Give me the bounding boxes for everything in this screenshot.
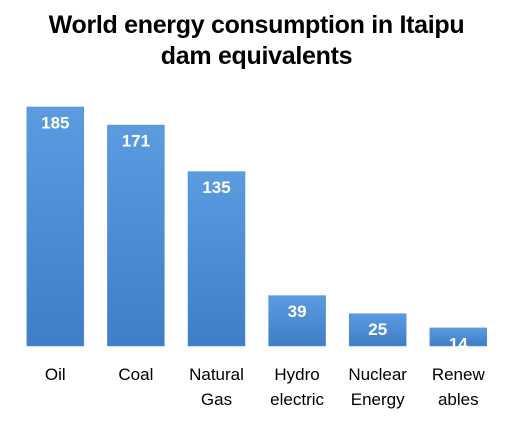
value-label: 25 — [368, 320, 387, 339]
bar — [268, 295, 326, 347]
value-label: 171 — [122, 132, 150, 151]
x-tick-label: Hydro electric — [270, 365, 325, 409]
x-tick-label: Natural Gas — [189, 365, 244, 409]
x-tick-label: Coal — [118, 365, 154, 384]
bar — [26, 106, 85, 347]
x-tick-label: Renew ables — [431, 365, 485, 409]
value-label: 39 — [288, 302, 307, 321]
chart-title: World energy consumption in Itaipu dam e… — [48, 11, 465, 70]
bar — [429, 327, 488, 347]
bar — [348, 313, 407, 347]
value-label: 185 — [41, 113, 69, 132]
bar — [107, 124, 165, 347]
value-label: 135 — [202, 178, 230, 197]
x-tick-label: Nuclear Energy — [348, 365, 407, 409]
bar — [187, 171, 246, 347]
value-label: 14 — [449, 334, 468, 353]
x-tick-label: Oil — [44, 365, 66, 384]
